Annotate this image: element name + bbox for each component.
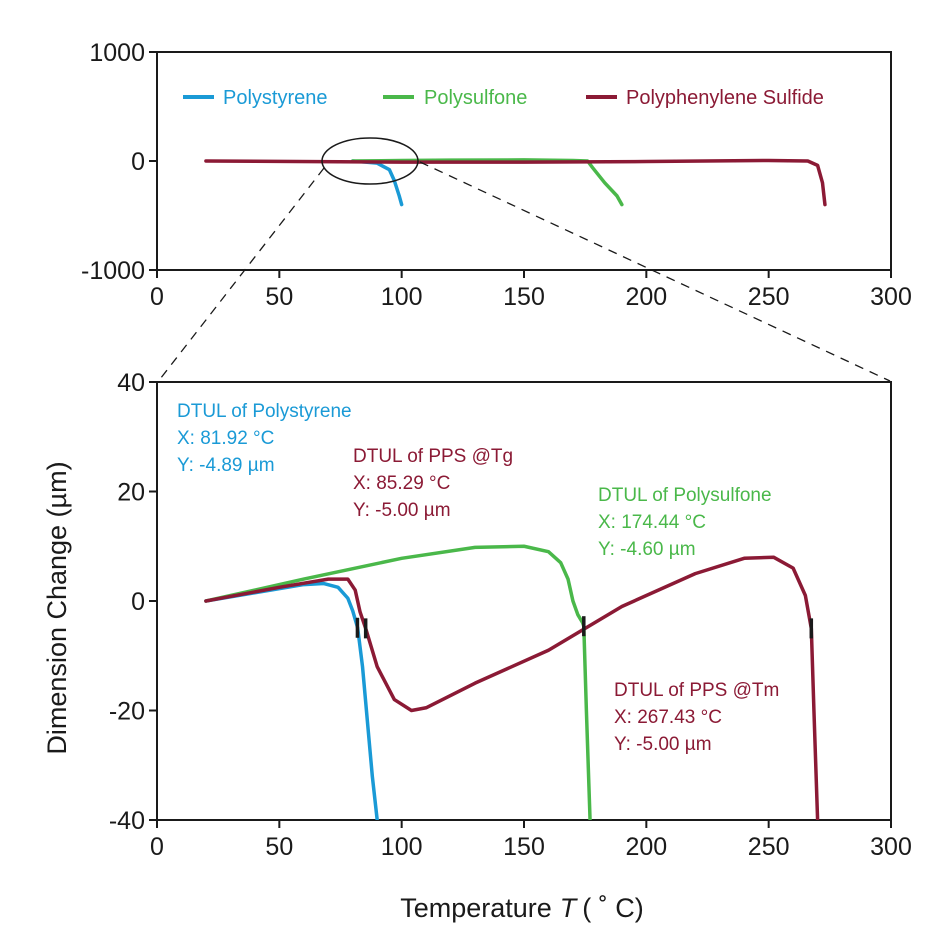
overview-x-tick-label: 200 [625,283,667,311]
detail-x-tick-label: 0 [150,833,164,861]
detail-x-tick-label: 250 [748,833,790,861]
legend-label-pps: Polyphenylene Sulfide [626,87,824,109]
x-axis-title-variable: T [560,893,579,923]
overview-series [204,158,827,207]
overview-series-polyphenylene-sulfide [204,158,827,207]
annotation-line: X: 85.29 °C [353,473,450,494]
overview-x-tick-label: 50 [265,283,293,311]
detail-series-polyphenylene-sulfide [204,555,820,820]
detail-x-tick-label: 100 [381,833,423,861]
y-axis-title: Dimension Change (µm) [42,461,72,754]
detail-x-tick-label: 200 [625,833,667,861]
overview-y-tick-label: -1000 [81,257,145,285]
dtul-markers [355,616,814,639]
detail-y-tick-label: 20 [117,479,145,507]
zoom-connector-right [419,161,891,382]
dtul-annotations: DTUL of Polystyrene X: 81.92 °C Y: -4.89 µ… [177,401,779,755]
detail-x-tick-label: 300 [870,833,912,861]
overview-x-ticks: 0 50 100 150 200 250 300 [150,270,912,311]
annotation-line: DTUL of PPS @Tg [353,446,513,467]
detail-x-tick-label: 150 [503,833,545,861]
overview-x-tick-label: 300 [870,283,912,311]
overview-x-tick-label: 150 [503,283,545,311]
overview-y-ticks: 1000 0 -1000 [81,39,157,285]
overview-x-tick-label: 0 [150,283,164,311]
annotation-line: DTUL of Polysulfone [598,485,772,506]
legend: Polystyrene Polysulfone Polyphenylene Su… [183,87,824,109]
overview-x-tick-label: 100 [381,283,423,311]
detail-x-ticks: 0 50 100 150 200 250 300 [150,820,912,861]
annotation-line: X: 174.44 °C [598,512,706,533]
annotation-line: Y: -4.89 µm [177,455,275,476]
annotation-line: Y: -5.00 µm [353,500,451,521]
zoom-region-ellipse [321,137,419,185]
detail-y-tick-label: 40 [117,369,145,397]
annotation-line: X: 81.92 °C [177,428,274,449]
detail-series-polysulfone [204,544,592,820]
annotation-line: Y: -4.60 µm [598,539,696,560]
detail-y-ticks: 40 20 0 -20 -40 [109,369,157,835]
detail-y-tick-label: -40 [109,807,145,835]
legend-label-polysulfone: Polysulfone [424,87,527,109]
annotation-line: Y: -5.00 µm [614,734,712,755]
detail-y-tick-label: 0 [131,588,145,616]
x-axis-title-unit: ( ˚ C) [582,893,643,923]
overview-y-tick-label: 0 [131,148,145,176]
x-axis-title-main: Temperature [400,893,552,923]
zoom-connector-left [156,167,325,384]
annotation-line: DTUL of Polystyrene [177,401,352,422]
detail-y-tick-label: -20 [109,698,145,726]
overview-x-tick-label: 250 [748,283,790,311]
x-axis-title: Temperature T( ˚ C) [400,893,644,923]
legend-label-polystyrene: Polystyrene [223,87,328,109]
annotation-line: X: 267.43 °C [614,707,722,728]
annotation-line: DTUL of PPS @Tm [614,680,779,701]
detail-series-polystyrene [204,581,379,820]
detail-x-tick-label: 50 [265,833,293,861]
overview-y-tick-label: 1000 [89,39,145,67]
